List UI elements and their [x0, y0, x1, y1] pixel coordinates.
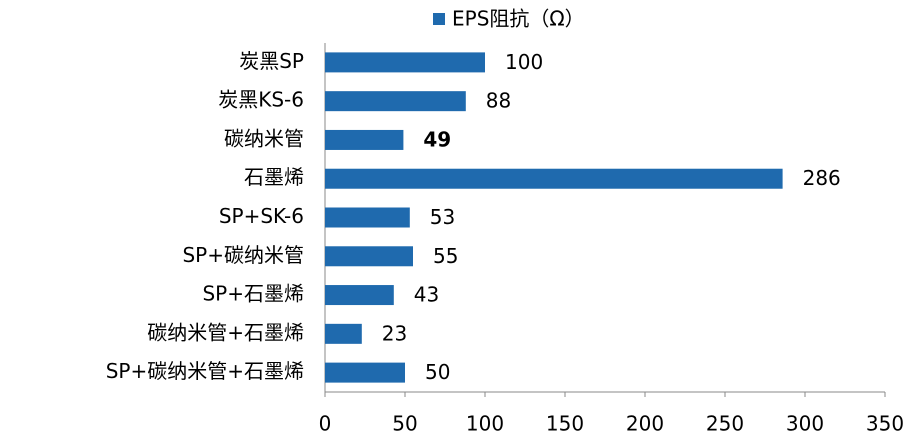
bar [325, 362, 405, 383]
x-tick-label: 350 [866, 412, 904, 436]
x-tick-label: 0 [319, 412, 332, 436]
value-label: 100 [505, 50, 543, 74]
value-label: 53 [430, 205, 455, 229]
x-tick-label: 50 [392, 412, 417, 436]
legend-swatch [433, 13, 445, 25]
y-tick-label: 炭黑KS-6 [218, 88, 304, 112]
value-label: 286 [803, 166, 841, 190]
value-label: 43 [414, 283, 439, 307]
bar [325, 52, 485, 73]
y-tick-label: 石墨烯 [244, 165, 304, 189]
value-label: 88 [486, 89, 511, 113]
value-label: 50 [425, 360, 450, 384]
y-tick-label: SP+碳纳米管+石墨烯 [106, 359, 304, 383]
value-label: 23 [382, 321, 407, 345]
y-tick-label: 碳纳米管 [224, 126, 304, 150]
bar [325, 323, 362, 344]
x-tick-label: 250 [706, 412, 744, 436]
bar [325, 246, 413, 267]
y-tick-label: 碳纳米管+石墨烯 [147, 320, 304, 344]
y-tick-label: 炭黑SP [239, 49, 304, 73]
x-tick-label: 150 [546, 412, 584, 436]
bar [325, 91, 466, 112]
value-label: 55 [433, 244, 458, 268]
bar [325, 285, 394, 306]
x-tick-label: 100 [466, 412, 504, 436]
y-tick-label: SP+碳纳米管 [182, 243, 304, 267]
bar [325, 207, 410, 228]
x-tick-label: 200 [626, 412, 664, 436]
bar [325, 168, 783, 189]
bar [325, 129, 404, 150]
value-label: 49 [423, 127, 451, 151]
legend-label: EPS阻抗（Ω） [452, 7, 585, 31]
x-tick-label: 300 [786, 412, 824, 436]
y-tick-label: SP+石墨烯 [202, 282, 304, 306]
y-tick-label: SP+SK-6 [219, 204, 304, 228]
